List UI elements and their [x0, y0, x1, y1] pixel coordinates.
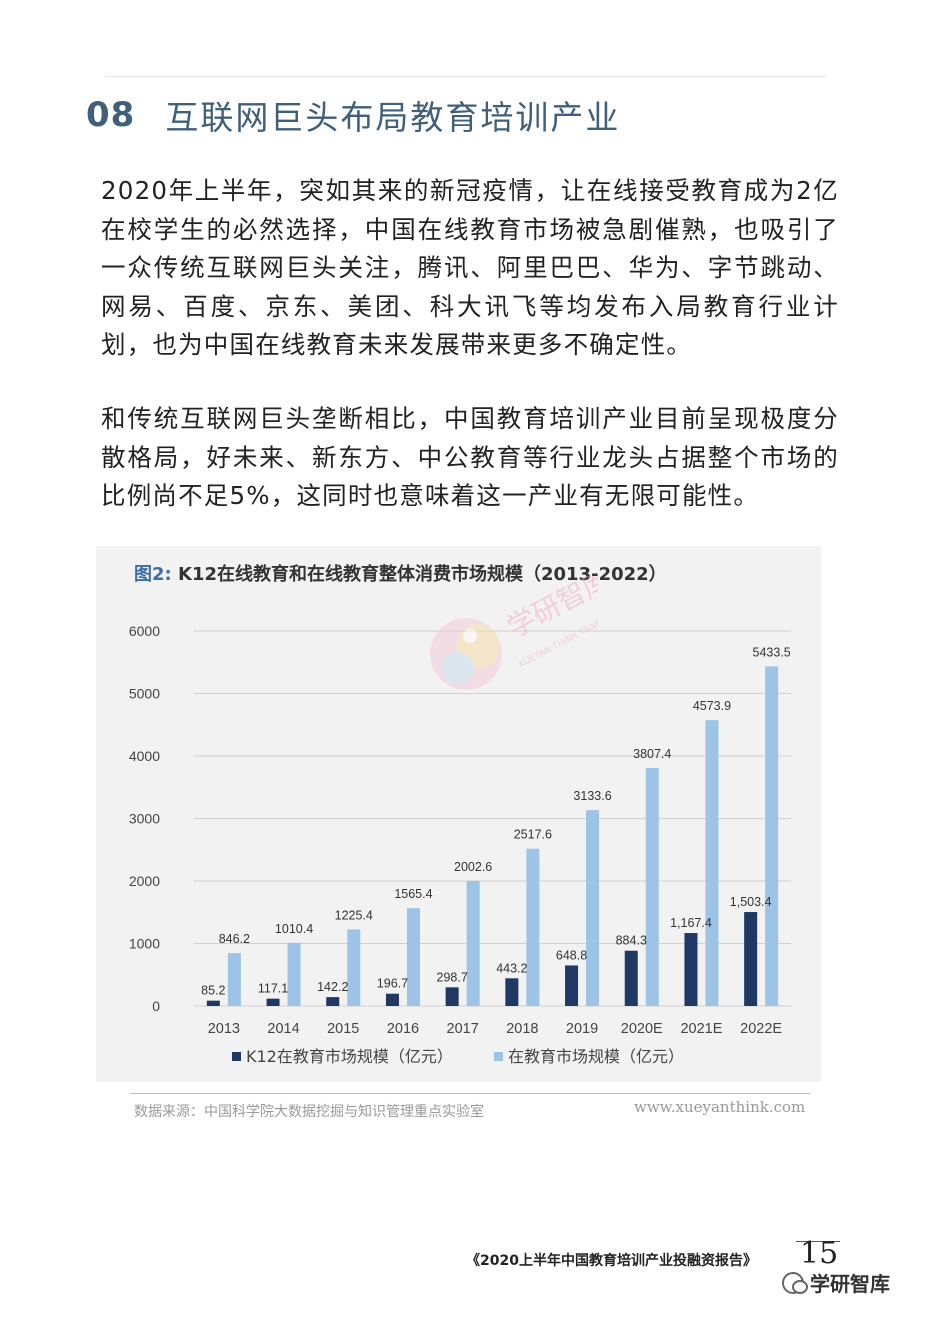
- x-tick-label: 2014: [267, 1021, 299, 1037]
- data-label-online-total: 1225.4: [335, 908, 373, 922]
- source-divider: [130, 1093, 810, 1094]
- x-tick-label: 2018: [506, 1021, 538, 1037]
- chart-title: 图2: K12在线教育和在线教育整体消费市场规模（2013-2022）: [134, 560, 667, 586]
- bar-k12: [565, 965, 579, 1006]
- x-tick-label: 2015: [327, 1021, 359, 1037]
- x-tick-label: 2016: [387, 1021, 419, 1037]
- data-label-online-total: 5433.5: [753, 645, 791, 659]
- page-number: 15: [800, 1236, 839, 1271]
- data-label-online-total: 1010.4: [275, 922, 313, 936]
- bar-online-total: [765, 666, 779, 1006]
- bar-k12: [326, 997, 340, 1006]
- y-tick-label: 2000: [129, 873, 160, 889]
- data-label-k12: 298.7: [437, 970, 468, 984]
- data-label-online-total: 2517.6: [514, 828, 552, 842]
- section-number: 08: [86, 95, 136, 135]
- data-label-online-total: 2002.6: [454, 860, 492, 874]
- legend-swatch: [232, 1052, 241, 1061]
- bar-online-total: [287, 942, 301, 1006]
- data-source: 数据来源：中国科学院大数据挖掘与知识管理重点实验室: [134, 1104, 484, 1120]
- data-label-k12: 443.2: [496, 961, 527, 975]
- x-tick-label: 2019: [566, 1021, 598, 1037]
- bar-online-total: [466, 880, 480, 1006]
- watermark-logo: 学研智库 XUEYAN THINK TANK: [430, 576, 598, 690]
- chart-title-text: K12在线教育和在线教育整体消费市场规模（2013-2022）: [178, 564, 667, 585]
- brand-badge: 学研智库: [782, 1268, 890, 1297]
- x-tick-label: 2020E: [621, 1021, 663, 1037]
- paragraph-2: 和传统互联网巨头垄断相比，中国教育培训产业目前呈现极度分散格局，好未来、新东方、…: [101, 404, 839, 510]
- brand-name: 学研智库: [810, 1272, 890, 1296]
- bar-k12: [385, 993, 399, 1006]
- bar-online-total: [705, 720, 719, 1006]
- bar-k12: [505, 978, 519, 1006]
- bar-k12: [266, 998, 280, 1006]
- bar-online-total: [347, 929, 361, 1006]
- x-tick-label: 2017: [447, 1021, 479, 1037]
- data-label-k12: 196.7: [377, 977, 408, 991]
- bar-online-total: [526, 848, 540, 1006]
- chart-panel: 0 1000 2000 3000 4000 5000 6000 85.2 846.2 2013 11…: [96, 546, 821, 1082]
- data-label-k12: 884.3: [616, 934, 647, 948]
- bar-k12: [624, 950, 638, 1006]
- data-label-k12: 142.2: [317, 980, 348, 994]
- data-label-k12: 1,167.4: [670, 916, 712, 930]
- bar-online-total: [645, 768, 659, 1006]
- data-label-k12: 648.8: [556, 948, 587, 962]
- y-tick-label: 0: [152, 998, 160, 1014]
- bar-k12: [744, 912, 758, 1006]
- page-number-rule: [796, 1241, 840, 1242]
- bar-online-total: [586, 810, 600, 1006]
- data-label-online-total: 1565.4: [394, 887, 432, 901]
- bar-k12: [684, 933, 698, 1006]
- report-title: 《2020上半年中国教育培训产业投融资报告》: [466, 1253, 757, 1269]
- legend-label: K12在教育市场规模（亿元）: [246, 1047, 453, 1066]
- data-label-online-total: 846.2: [219, 932, 250, 946]
- y-tick-label: 4000: [129, 748, 160, 764]
- section-heading: 08 互联网巨头布局教育培训产业: [86, 92, 620, 138]
- y-tick-label: 3000: [129, 811, 160, 827]
- bar-k12: [445, 987, 459, 1006]
- legend-label: 在教育市场规模（亿元）: [508, 1047, 684, 1066]
- data-label-k12: 117.1: [258, 982, 288, 996]
- section-title: 互联网巨头布局教育培训产业: [165, 98, 621, 137]
- website-link[interactable]: www.xueyanthink.com: [634, 1098, 806, 1116]
- y-tick-label: 1000: [129, 936, 160, 952]
- top-divider: [105, 76, 827, 77]
- legend-swatch: [494, 1052, 503, 1061]
- data-label-k12: 1,503.4: [730, 895, 772, 909]
- bar-chart: 0 1000 2000 3000 4000 5000 6000 85.2 846.2 2013 11…: [129, 623, 791, 1066]
- data-label-online-total: 4573.9: [693, 699, 731, 713]
- x-tick-label: 2013: [208, 1021, 240, 1037]
- data-label-k12: 85.2: [201, 984, 225, 998]
- bar-online-total: [227, 953, 241, 1006]
- x-tick-label: 2021E: [680, 1021, 722, 1037]
- paragraph-1: 2020年上半年，突如其来的新冠疫情，让在线接受教育成为2亿在校学生的必然选择，…: [101, 176, 839, 359]
- bar-online-total: [406, 908, 420, 1006]
- data-label-online-total: 3133.6: [573, 789, 611, 803]
- x-tick-label: 2022E: [740, 1021, 782, 1037]
- chart-figure-label: 图2:: [134, 564, 172, 585]
- bar-k12: [206, 1000, 220, 1006]
- y-tick-label: 6000: [129, 623, 160, 639]
- wechat-icon: [782, 1271, 808, 1294]
- data-label-online-total: 3807.4: [633, 747, 671, 761]
- y-tick-label: 5000: [129, 686, 160, 702]
